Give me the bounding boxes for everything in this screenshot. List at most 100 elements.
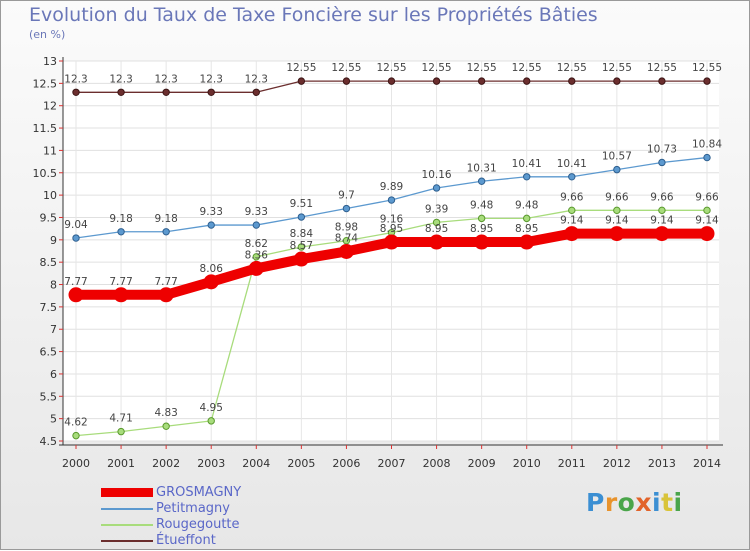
data-label-rougegoutte: 4.95 xyxy=(200,402,223,414)
data-label-étueffont: 12.3 xyxy=(245,73,268,85)
y-tick-label: 9 xyxy=(50,234,57,247)
data-label-rougegoutte: 9.39 xyxy=(425,203,448,215)
data-point-étueffont xyxy=(613,77,621,85)
y-tick-label: 7 xyxy=(50,323,57,336)
data-label-grosmagny: 7.77 xyxy=(64,276,87,288)
data-label-petitmagny: 10.73 xyxy=(647,143,677,155)
x-tick-label: 2011 xyxy=(558,457,586,470)
data-label-rougegoutte: 9.66 xyxy=(695,191,719,203)
data-point-grosmagny xyxy=(293,251,309,267)
x-tick-label: 2008 xyxy=(423,457,451,470)
data-label-grosmagny: 8.95 xyxy=(425,223,448,235)
x-tick-label: 2001 xyxy=(107,457,135,470)
data-point-petitmagny xyxy=(207,221,215,229)
legend-label: Petitmagny xyxy=(156,501,230,516)
data-point-grosmagny xyxy=(474,234,490,250)
x-tick-label: 2006 xyxy=(332,457,360,470)
data-point-petitmagny xyxy=(523,173,531,181)
y-tick-label: 10.5 xyxy=(33,167,58,180)
data-point-grosmagny xyxy=(609,226,625,242)
y-tick-label: 11 xyxy=(43,144,57,157)
y-tick-label: 12 xyxy=(43,100,57,113)
data-point-grosmagny xyxy=(564,226,580,242)
data-point-petitmagny xyxy=(432,184,441,192)
logo-letter: i xyxy=(673,488,683,517)
data-point-grosmagny xyxy=(338,243,354,259)
data-point-grosmagny xyxy=(68,287,84,303)
legend-label: GROSMAGNY xyxy=(156,485,242,500)
y-tick-label: 9.5 xyxy=(40,211,58,224)
legend-swatch xyxy=(101,508,153,510)
data-point-rougegoutte xyxy=(703,206,711,215)
data-label-étueffont: 12.55 xyxy=(467,62,497,74)
data-point-petitmagny xyxy=(613,165,621,174)
data-point-petitmagny xyxy=(117,228,125,236)
data-label-petitmagny: 10.57 xyxy=(602,151,632,163)
data-label-étueffont: 12.55 xyxy=(647,62,677,74)
data-label-rougegoutte: 9.48 xyxy=(515,199,538,211)
y-tick-label: 11.5 xyxy=(33,122,58,135)
logo-letter: P xyxy=(586,488,605,517)
data-point-étueffont xyxy=(568,77,576,85)
y-tick-label: 5 xyxy=(50,413,57,426)
data-label-petitmagny: 10.31 xyxy=(467,162,497,174)
x-tick-label: 2012 xyxy=(603,457,631,470)
chart-title: Evolution du Taux de Taxe Foncière sur l… xyxy=(29,4,598,26)
x-tick-label: 2009 xyxy=(468,457,496,470)
data-point-étueffont xyxy=(342,77,351,85)
data-label-étueffont: 12.3 xyxy=(200,73,223,85)
x-tick-label: 2010 xyxy=(513,457,541,470)
data-label-grosmagny: 8.74 xyxy=(335,232,359,244)
data-label-rougegoutte: 4.83 xyxy=(154,407,177,419)
data-point-grosmagny xyxy=(654,226,670,242)
data-label-étueffont: 12.55 xyxy=(512,62,542,74)
data-label-étueffont: 12.3 xyxy=(64,73,87,85)
data-point-rougegoutte xyxy=(72,431,80,440)
data-label-étueffont: 12.55 xyxy=(557,62,587,74)
data-label-étueffont: 12.55 xyxy=(602,62,632,74)
data-label-petitmagny: 9.33 xyxy=(200,206,223,218)
data-label-petitmagny: 10.41 xyxy=(557,158,587,170)
data-point-grosmagny xyxy=(384,234,399,250)
data-point-petitmagny xyxy=(162,228,170,236)
y-tick-label: 12.5 xyxy=(33,77,58,90)
data-point-étueffont xyxy=(252,88,260,96)
x-tick-label: 2003 xyxy=(197,457,225,470)
data-label-petitmagny: 9.33 xyxy=(245,206,268,218)
logo-letter: o xyxy=(617,488,636,517)
legend-swatch xyxy=(101,524,153,526)
data-label-petitmagny: 10.84 xyxy=(692,139,722,151)
x-tick-label: 2013 xyxy=(648,457,676,470)
data-label-grosmagny: 8.36 xyxy=(245,249,269,261)
data-label-rougegoutte: 8.98 xyxy=(335,222,358,234)
x-tick-label: 2000 xyxy=(62,457,90,470)
x-tick-label: 2005 xyxy=(287,457,315,470)
data-label-grosmagny: 9.14 xyxy=(695,215,719,227)
data-label-étueffont: 12.55 xyxy=(286,62,316,74)
y-tick-label: 7.5 xyxy=(40,301,58,314)
x-tick-label: 2004 xyxy=(242,457,270,470)
data-label-rougegoutte: 9.66 xyxy=(650,191,674,203)
logo-letter: i xyxy=(652,488,662,517)
data-point-rougegoutte xyxy=(342,237,351,245)
legend-swatch xyxy=(101,540,153,542)
data-label-petitmagny: 9.04 xyxy=(64,219,88,231)
data-point-grosmagny xyxy=(248,260,264,276)
data-point-grosmagny xyxy=(429,234,445,250)
data-point-grosmagny xyxy=(203,274,219,290)
data-label-grosmagny: 8.57 xyxy=(290,240,313,252)
data-label-grosmagny: 9.14 xyxy=(560,215,584,227)
data-label-étueffont: 12.3 xyxy=(109,73,132,85)
data-point-rougegoutte xyxy=(432,218,441,227)
data-point-étueffont xyxy=(477,77,486,85)
data-label-étueffont: 12.55 xyxy=(422,62,452,74)
data-label-petitmagny: 9.18 xyxy=(154,213,177,225)
data-label-rougegoutte: 9.48 xyxy=(470,199,493,211)
data-label-grosmagny: 7.77 xyxy=(154,276,177,288)
data-label-grosmagny: 8.95 xyxy=(470,223,493,235)
data-point-rougegoutte xyxy=(117,427,125,436)
data-point-rougegoutte xyxy=(207,417,215,425)
data-label-rougegoutte: 9.16 xyxy=(380,214,404,226)
data-point-étueffont xyxy=(432,77,441,85)
data-point-rougegoutte xyxy=(523,214,531,223)
